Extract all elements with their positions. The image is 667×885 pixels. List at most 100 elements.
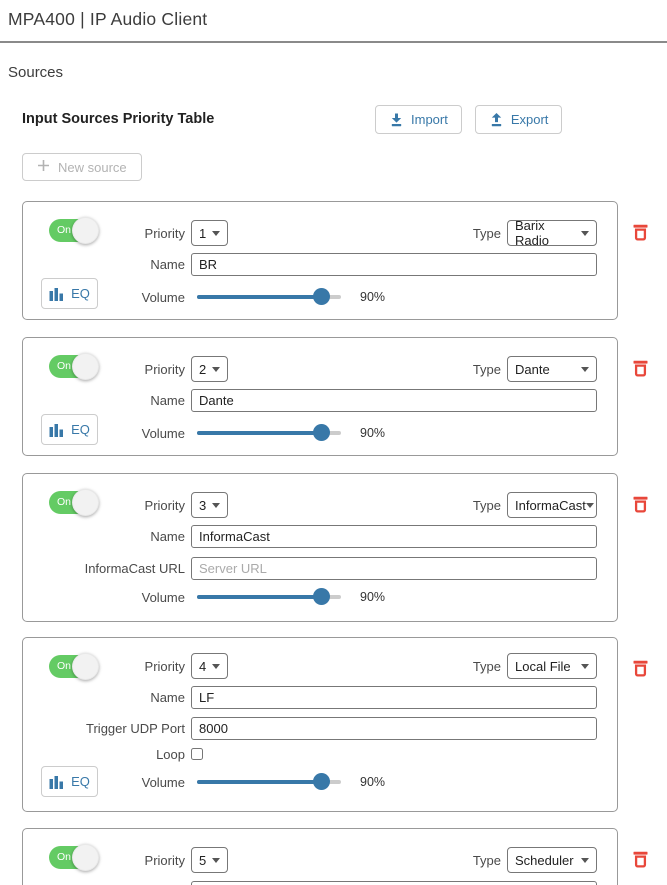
name-input[interactable] [191,880,597,885]
name-input[interactable] [191,524,597,548]
trash-icon [633,359,648,377]
section-title: Sources [8,64,64,81]
priority-select[interactable]: 4 [191,653,228,679]
eq-button[interactable]: EQ [41,414,98,445]
on-toggle[interactable]: On [49,489,99,516]
priority-select[interactable]: 3 [191,492,228,518]
toggle-knob [72,653,99,680]
chevron-down-icon [212,502,220,508]
type-select-value: Scheduler [515,852,574,868]
chevron-down-icon [581,230,589,236]
priority-label: Priority [144,225,185,241]
type-label: Type [472,225,501,241]
volume-row: Volume 90% [23,769,597,795]
type-label: Type [472,361,501,377]
priority-select-value: 3 [199,497,207,513]
name-label: Name [150,528,185,544]
toggle-knob [72,489,99,516]
priority-label: Priority [144,852,185,868]
volume-slider-fill [197,295,321,299]
name-input[interactable] [191,388,597,412]
priority-type-row: Priority 2 Type Dante [23,356,597,382]
source-card-row: On Priority 1 Type Barix Radio Na [22,201,667,320]
on-toggle[interactable]: On [49,217,99,244]
name-label: Name [150,392,185,408]
priority-type-row: Priority 5 Type Scheduler [23,847,597,873]
equalizer-bars-icon [49,423,65,437]
export-button-label: Export [510,112,549,127]
delete-source-button[interactable] [633,495,648,513]
eq-button-label: EQ [71,286,90,301]
source-card-3: On Priority 3 Type InformaCast Na [22,473,618,622]
type-select[interactable]: Local File [507,653,597,679]
type-select[interactable]: Scheduler [507,847,597,873]
loop-checkbox[interactable] [191,748,203,760]
informacast-url-input[interactable] [191,556,597,580]
trash-icon [633,850,648,868]
eq-button-label: EQ [71,774,90,789]
export-button[interactable]: Export [474,105,563,134]
priority-select[interactable]: 2 [191,356,228,382]
volume-slider-thumb[interactable] [313,288,330,305]
trash-icon [633,223,648,241]
priority-label: Priority [144,497,185,513]
volume-label: Volume [141,774,185,790]
type-select[interactable]: InformaCast [507,492,597,518]
eq-button[interactable]: EQ [41,766,98,797]
toggle-on-label: On [57,851,72,863]
equalizer-bars-icon [49,287,65,301]
sources-list: On Priority 1 Type Barix Radio Na [22,201,667,885]
equalizer-bars-icon [49,775,65,789]
on-toggle[interactable]: On [49,653,99,680]
type-label: Type [472,852,501,868]
volume-slider-fill [197,780,321,784]
volume-slider[interactable] [197,588,341,605]
priority-select[interactable]: 1 [191,220,228,246]
eq-button-label: EQ [71,422,90,437]
type-select[interactable]: Barix Radio [507,218,597,248]
delete-source-button[interactable] [633,659,648,677]
source-card-4: On Priority 4 Type Local File Nam [22,637,618,812]
volume-slider[interactable] [197,773,341,790]
type-select-value: Barix Radio [515,218,549,248]
volume-percent: 90% [360,775,386,789]
delete-source-button[interactable] [633,223,648,241]
delete-source-button[interactable] [633,359,648,377]
on-toggle[interactable]: On [49,353,99,380]
type-select[interactable]: Dante [507,356,597,382]
priority-select[interactable]: 5 [191,847,228,873]
volume-slider[interactable] [197,288,341,305]
toggle-on-label: On [57,224,72,236]
volume-slider[interactable] [197,424,341,441]
chevron-down-icon [212,857,220,863]
name-input[interactable] [191,252,597,276]
trigger-udp-port-input[interactable] [191,716,597,740]
priority-select-value: 1 [199,225,207,241]
volume-slider-thumb[interactable] [313,424,330,441]
import-button[interactable]: Import [375,105,462,134]
volume-slider-thumb[interactable] [313,588,330,605]
name-row: Name [23,879,597,885]
type-group: Type Dante [473,356,597,382]
delete-source-button[interactable] [633,850,648,868]
on-toggle[interactable]: On [49,844,99,871]
volume-label: Volume [141,589,185,605]
name-label: Name [150,256,185,272]
page-title: MPA400 | IP Audio Client [8,9,208,29]
volume-slider-thumb[interactable] [313,773,330,790]
priority-type-row: Priority 4 Type Local File [23,653,597,679]
toggle-on-label: On [57,660,72,672]
volume-row: Volume 90% [23,584,597,610]
chevron-down-icon [212,663,220,669]
import-export-group: Import Export [375,105,563,134]
new-source-button[interactable]: New source [22,153,142,181]
trash-icon [633,495,648,513]
eq-button[interactable]: EQ [41,278,98,309]
source-card-row: On Priority 4 Type Local File Nam [22,637,667,812]
name-input[interactable] [191,685,597,709]
toggle-knob [72,844,99,871]
chevron-down-icon [581,857,589,863]
loop-label: Loop [156,746,185,762]
source-card-1: On Priority 1 Type Barix Radio Na [22,201,618,320]
download-icon [389,112,404,127]
